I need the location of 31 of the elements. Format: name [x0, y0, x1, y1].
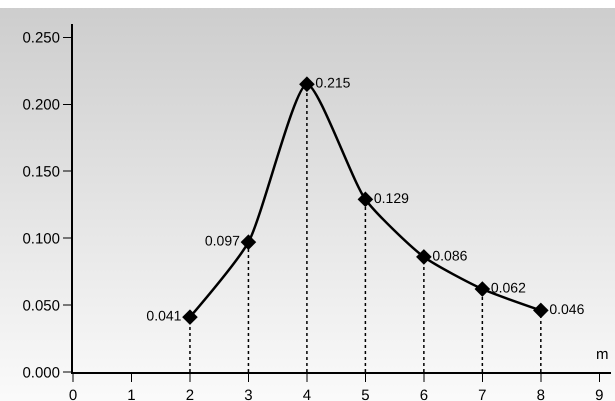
data-label: 0.046: [549, 300, 585, 317]
point: [299, 76, 315, 92]
point: [182, 309, 198, 325]
y-tick-label: 0.150: [22, 163, 60, 180]
y-tick-label: 0.200: [22, 96, 60, 114]
data-label: 0.129: [374, 190, 410, 206]
x-tick-label: 1: [127, 387, 136, 401]
x-tick-label: 4: [302, 387, 312, 401]
data-label: 0.097: [204, 232, 240, 249]
x-tick-label: 0: [68, 387, 78, 401]
x-tick-label: 2: [186, 387, 194, 401]
x-tick-label: 3: [244, 387, 253, 401]
point: [240, 234, 256, 250]
data-label: 0.062: [490, 280, 526, 296]
x-tick-label: 5: [361, 387, 370, 401]
point: [416, 249, 432, 265]
point: [474, 281, 490, 297]
point: [533, 302, 549, 318]
point: [358, 192, 374, 208]
x-tick-label: 7: [478, 387, 487, 401]
y-tick-label: 0.000: [22, 364, 60, 382]
y-tick-label: 0.100: [22, 230, 60, 248]
x-axis-title: m: [596, 346, 608, 363]
x-tick-label: 8: [536, 387, 545, 401]
data-label: 0.215: [315, 74, 351, 91]
y-tick-label: 0.250: [22, 30, 60, 47]
data-label: 0.086: [432, 247, 468, 264]
data-label: 0.041: [146, 308, 182, 324]
x-tick-label: 6: [420, 387, 428, 401]
x-tick-label: 9: [595, 387, 604, 401]
y-tick-label: 0.050: [22, 297, 60, 314]
